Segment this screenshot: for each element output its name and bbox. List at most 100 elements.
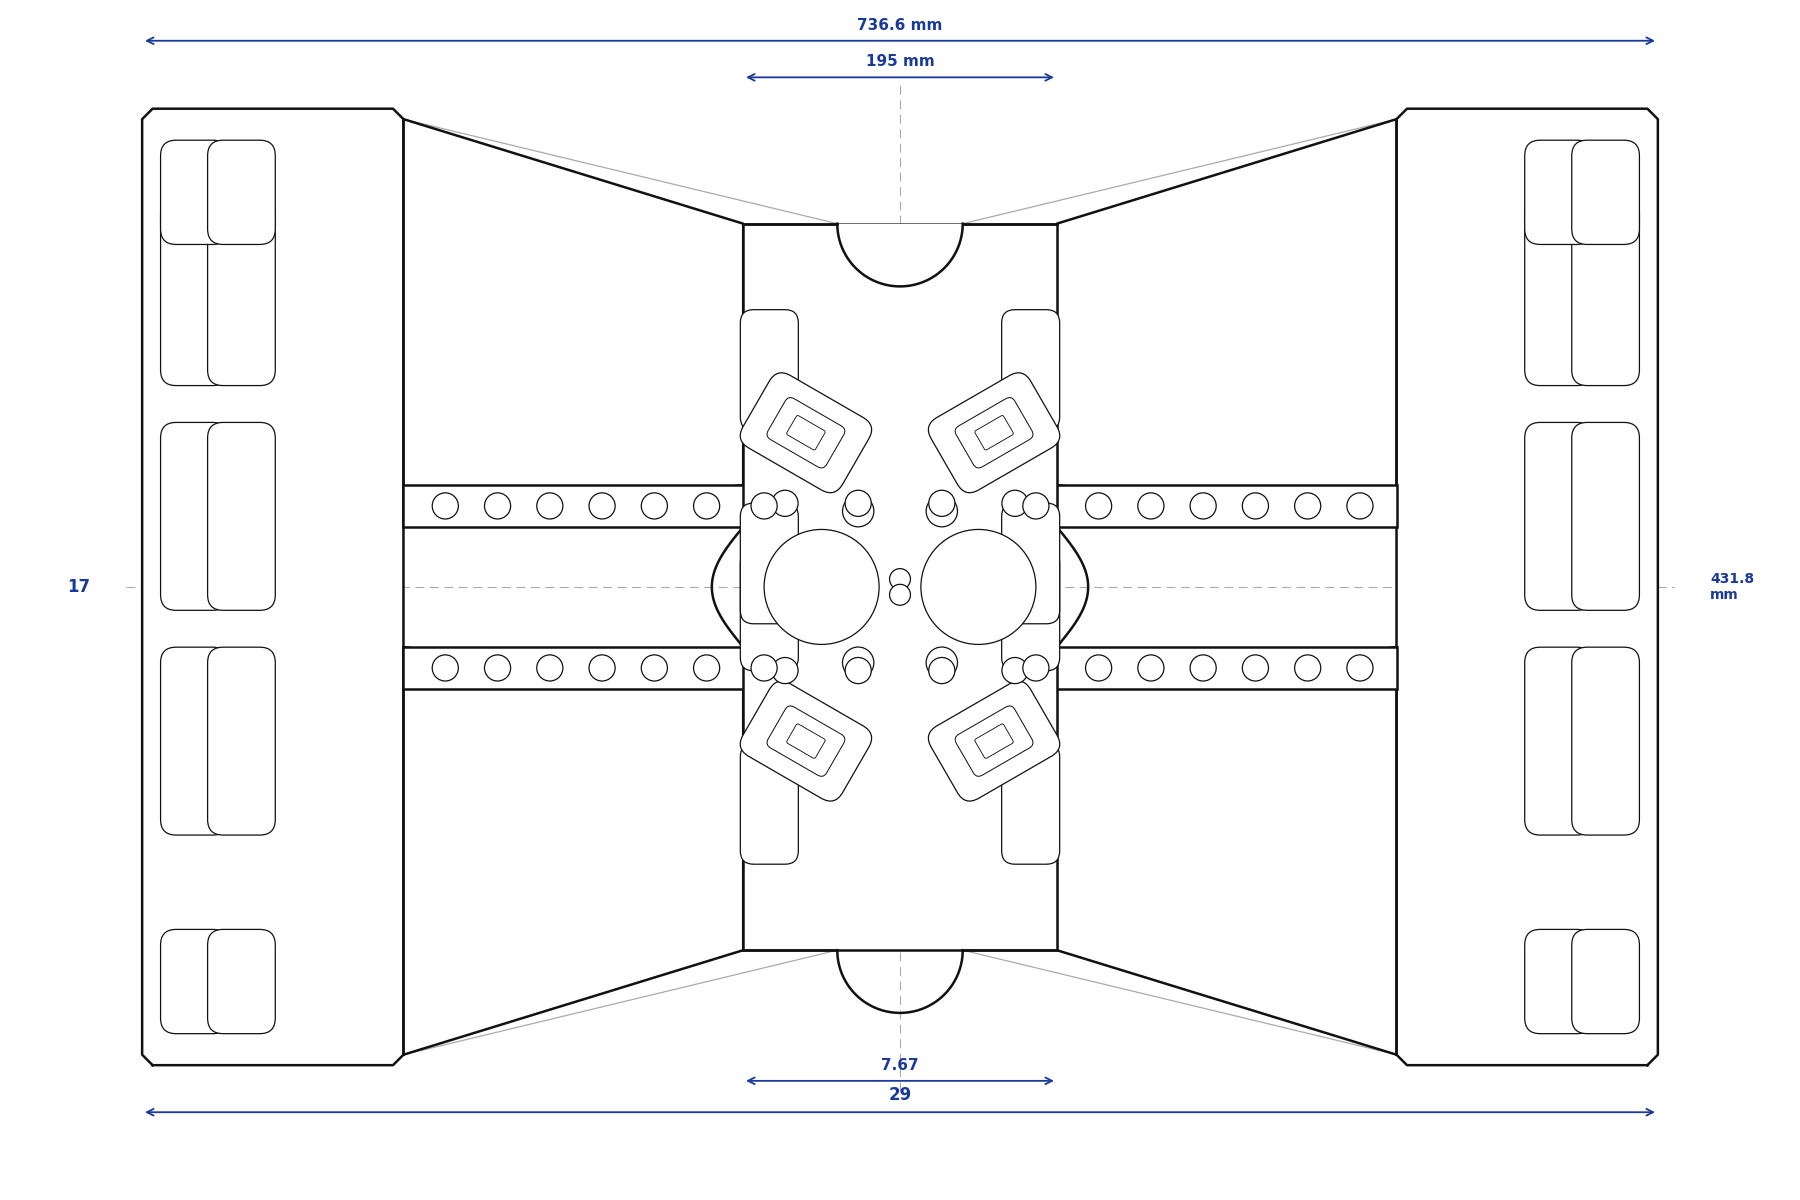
Circle shape (1022, 655, 1049, 682)
Circle shape (1003, 491, 1028, 516)
Polygon shape (1057, 647, 1397, 1055)
Circle shape (432, 655, 459, 682)
FancyBboxPatch shape (787, 724, 824, 758)
FancyBboxPatch shape (160, 140, 229, 245)
Circle shape (1346, 655, 1373, 682)
Circle shape (929, 658, 954, 684)
Circle shape (846, 491, 871, 516)
Circle shape (1294, 493, 1321, 518)
Circle shape (889, 569, 911, 589)
Circle shape (1085, 655, 1112, 682)
Circle shape (927, 496, 958, 527)
Circle shape (484, 493, 511, 518)
Circle shape (1022, 493, 1049, 518)
FancyBboxPatch shape (787, 415, 824, 450)
FancyBboxPatch shape (1525, 647, 1593, 835)
Polygon shape (403, 647, 743, 1055)
FancyBboxPatch shape (207, 930, 275, 1033)
FancyBboxPatch shape (207, 422, 275, 611)
FancyBboxPatch shape (207, 647, 275, 835)
Circle shape (889, 584, 911, 605)
Circle shape (837, 569, 859, 589)
Circle shape (693, 655, 720, 682)
FancyBboxPatch shape (160, 647, 229, 835)
FancyBboxPatch shape (1571, 140, 1640, 245)
FancyBboxPatch shape (207, 198, 275, 385)
Circle shape (1138, 655, 1165, 682)
FancyBboxPatch shape (1001, 550, 1060, 671)
FancyBboxPatch shape (956, 397, 1033, 468)
Circle shape (536, 655, 563, 682)
FancyBboxPatch shape (1571, 422, 1640, 611)
Text: 431.8
mm: 431.8 mm (1710, 572, 1755, 602)
FancyBboxPatch shape (1571, 198, 1640, 385)
FancyBboxPatch shape (929, 682, 1060, 802)
FancyBboxPatch shape (740, 373, 871, 493)
Circle shape (1003, 658, 1028, 684)
Circle shape (1138, 493, 1165, 518)
Circle shape (693, 493, 720, 518)
Circle shape (751, 655, 778, 682)
FancyBboxPatch shape (976, 415, 1013, 450)
Circle shape (751, 493, 778, 518)
Circle shape (842, 496, 873, 527)
Text: 17: 17 (67, 578, 90, 596)
FancyBboxPatch shape (1001, 744, 1060, 864)
FancyBboxPatch shape (1001, 503, 1060, 624)
Circle shape (641, 493, 668, 518)
Circle shape (484, 655, 511, 682)
Circle shape (941, 584, 963, 605)
FancyBboxPatch shape (1525, 930, 1593, 1033)
FancyBboxPatch shape (767, 706, 844, 776)
FancyBboxPatch shape (1525, 198, 1593, 385)
FancyBboxPatch shape (1571, 930, 1640, 1033)
Polygon shape (403, 119, 743, 527)
Circle shape (1190, 655, 1217, 682)
Circle shape (432, 493, 459, 518)
Circle shape (842, 647, 873, 678)
FancyBboxPatch shape (1001, 310, 1060, 431)
FancyBboxPatch shape (1525, 140, 1593, 245)
Circle shape (846, 658, 871, 684)
Circle shape (536, 493, 563, 518)
Circle shape (1190, 493, 1217, 518)
FancyBboxPatch shape (740, 503, 799, 624)
Circle shape (929, 491, 954, 516)
Circle shape (927, 647, 958, 678)
Circle shape (1242, 493, 1269, 518)
Circle shape (772, 658, 797, 684)
Polygon shape (1057, 119, 1397, 527)
Circle shape (941, 569, 963, 589)
Text: 29: 29 (889, 1086, 911, 1104)
FancyBboxPatch shape (740, 682, 871, 802)
Circle shape (765, 529, 878, 644)
Circle shape (589, 493, 616, 518)
FancyBboxPatch shape (929, 373, 1060, 493)
FancyBboxPatch shape (956, 706, 1033, 776)
Bar (403, 647, 1397, 689)
Text: 195 mm: 195 mm (866, 54, 934, 70)
Text: 736.6 mm: 736.6 mm (857, 18, 943, 32)
FancyBboxPatch shape (160, 198, 229, 385)
Circle shape (641, 655, 668, 682)
FancyBboxPatch shape (740, 550, 799, 671)
FancyBboxPatch shape (976, 724, 1013, 758)
Circle shape (589, 655, 616, 682)
FancyBboxPatch shape (740, 310, 799, 431)
FancyBboxPatch shape (1525, 422, 1593, 611)
Bar (403, 485, 1397, 527)
FancyBboxPatch shape (1571, 647, 1640, 835)
Circle shape (1242, 655, 1269, 682)
FancyBboxPatch shape (160, 422, 229, 611)
FancyBboxPatch shape (740, 744, 799, 864)
Circle shape (1294, 655, 1321, 682)
Circle shape (837, 584, 859, 605)
Circle shape (922, 529, 1035, 644)
Circle shape (772, 491, 797, 516)
Bar (743, 223, 1057, 950)
FancyBboxPatch shape (160, 930, 229, 1033)
FancyBboxPatch shape (767, 397, 844, 468)
Text: 7.67: 7.67 (882, 1058, 918, 1073)
Polygon shape (142, 109, 403, 1066)
Circle shape (1346, 493, 1373, 518)
